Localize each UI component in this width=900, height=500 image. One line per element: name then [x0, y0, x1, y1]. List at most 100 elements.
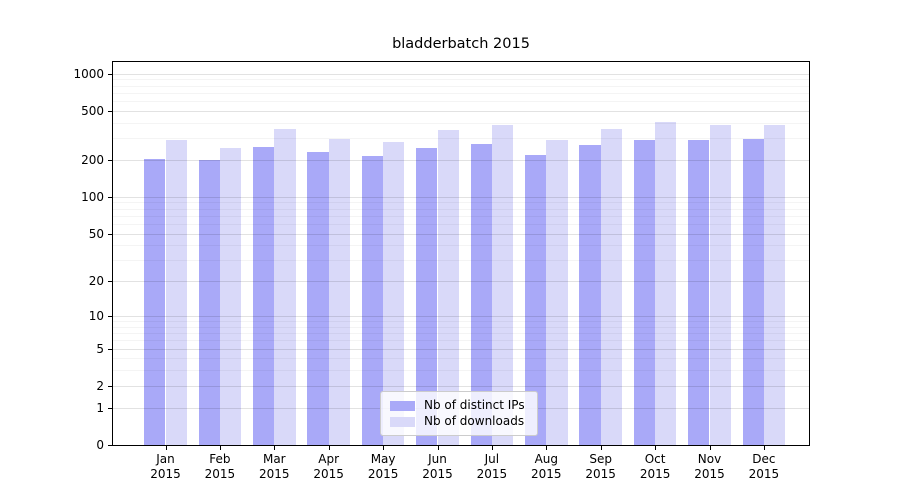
y-tick-label-100: 100 [81, 189, 104, 204]
bar-nb-of-downloads-sep-2015 [600, 129, 623, 445]
legend-item-nb-of-downloads: Nb of downloads [390, 414, 525, 429]
gridline-60 [113, 223, 809, 225]
gridline-90 [113, 202, 809, 204]
y-tick-mark-20 [108, 281, 112, 283]
gridline-5 [113, 348, 809, 350]
gridline-3 [113, 370, 809, 372]
y-tick-label-200: 200 [81, 152, 104, 167]
x-tick-label-nov-2015: Nov 2015 [694, 452, 725, 481]
gridline-200 [113, 159, 809, 161]
y-tick-mark-5 [108, 348, 112, 350]
gridline-500 [113, 110, 809, 112]
y-tick-label-2: 2 [96, 378, 104, 393]
y-tick-mark-1 [108, 407, 112, 409]
x-tick-mark-oct-2015 [655, 446, 657, 450]
bar-nb-of-downloads-nov-2015 [709, 124, 731, 445]
y-tick-label-0: 0 [96, 438, 104, 452]
bar-nb-of-downloads-may-2015 [383, 142, 405, 445]
x-tick-label-jun-2015: Jun 2015 [422, 452, 453, 481]
x-tick-label-sep-2015: Sep 2015 [585, 452, 616, 481]
x-tick-mark-aug-2015 [546, 446, 548, 450]
x-tick-label-mar-2015: Mar 2015 [259, 452, 290, 481]
bar-nb-of-distinct-ips-jan-2015 [144, 159, 166, 445]
gridline-6 [113, 340, 809, 342]
bar-nb-of-distinct-ips-aug-2015 [524, 154, 547, 445]
y-tick-label-500: 500 [81, 103, 104, 118]
x-tick-label-may-2015: May 2015 [367, 452, 399, 481]
legend-label: Nb of distinct IPs [424, 398, 525, 412]
x-tick-label-dec-2015: Dec 2015 [748, 452, 780, 481]
bar-nb-of-distinct-ips-jun-2015 [416, 147, 438, 445]
bar-nb-of-distinct-ips-nov-2015 [688, 139, 710, 445]
gridline-300 [113, 138, 809, 140]
y-tick-mark-100 [108, 196, 112, 198]
plot-area [112, 61, 810, 446]
x-tick-label-oct-2015: Oct 2015 [639, 452, 671, 481]
bar-nb-of-downloads-jan-2015 [165, 140, 187, 445]
bar-nb-of-distinct-ips-sep-2015 [579, 145, 601, 445]
bar-nb-of-distinct-ips-jul-2015 [470, 144, 492, 445]
bar-nb-of-distinct-ips-dec-2015 [742, 138, 764, 445]
bar-nb-of-downloads-jul-2015 [491, 124, 514, 445]
x-tick-label-jul-2015: Jul 2015 [476, 452, 508, 481]
gridline-1000 [113, 73, 809, 75]
x-tick-mark-jan-2015 [165, 446, 167, 450]
bar-nb-of-downloads-apr-2015 [328, 138, 351, 445]
gridline-30 [113, 260, 809, 262]
y-tick-mark-2 [108, 385, 112, 387]
chart-title: bladderbatch 2015 [392, 36, 530, 52]
bar-nb-of-distinct-ips-apr-2015 [307, 151, 329, 445]
bar-nb-of-downloads-jun-2015 [437, 129, 459, 445]
legend: Nb of distinct IPs Nb of downloads [380, 391, 538, 436]
legend-swatch-icon [390, 416, 415, 427]
y-tick-label-5: 5 [96, 341, 104, 356]
gridline-8 [113, 326, 809, 328]
x-tick-mark-dec-2015 [763, 446, 765, 450]
y-tick-mark-200 [108, 159, 112, 161]
gridline-40 [113, 245, 809, 247]
bar-nb-of-downloads-feb-2015 [219, 147, 242, 445]
y-tick-mark-1000 [108, 73, 112, 75]
x-tick-mark-may-2015 [383, 446, 385, 450]
x-tick-mark-sep-2015 [600, 446, 602, 450]
bar-nb-of-downloads-oct-2015 [655, 122, 677, 445]
gridline-900 [113, 79, 809, 81]
y-tick-label-10: 10 [88, 309, 104, 324]
y-tick-label-20: 20 [88, 274, 104, 289]
x-tick-mark-apr-2015 [328, 446, 330, 450]
bar-nb-of-distinct-ips-feb-2015 [198, 160, 220, 445]
bar-nb-of-downloads-mar-2015 [274, 129, 296, 445]
x-tick-label-apr-2015: Apr 2015 [313, 452, 344, 481]
gridline-2 [113, 385, 809, 387]
x-tick-label-jan-2015: Jan 2015 [150, 452, 181, 481]
y-tick-mark-10 [108, 316, 112, 318]
y-tick-mark-50 [108, 233, 112, 235]
bar-nb-of-distinct-ips-mar-2015 [252, 147, 275, 445]
gridline-600 [113, 100, 809, 102]
y-tick-label-50: 50 [88, 226, 104, 241]
legend-item-nb-of-distinct-ips: Nb of distinct IPs [390, 398, 525, 413]
bar-nb-of-downloads-dec-2015 [763, 124, 786, 445]
gridline-20 [113, 281, 809, 283]
bar-nb-of-downloads-aug-2015 [546, 140, 568, 445]
x-tick-mark-nov-2015 [709, 446, 711, 450]
gridline-4 [113, 358, 809, 360]
legend-label: Nb of downloads [424, 414, 525, 428]
y-tick-mark-500 [108, 110, 112, 112]
legend-swatch-icon [390, 400, 415, 411]
x-tick-label-aug-2015: Aug 2015 [531, 452, 562, 481]
gridline-400 [113, 122, 809, 124]
gridline-9 [113, 321, 809, 323]
gridline-50 [113, 233, 809, 235]
gridline-70 [113, 215, 809, 217]
x-tick-mark-feb-2015 [219, 446, 221, 450]
x-tick-mark-jun-2015 [437, 446, 439, 450]
y-tick-label-1000: 1000 [73, 66, 104, 81]
gridline-100 [113, 196, 809, 198]
gridline-700 [113, 92, 809, 94]
x-tick-mark-mar-2015 [274, 446, 276, 450]
y-tick-label-1: 1 [96, 400, 104, 415]
gridline-7 [113, 333, 809, 335]
x-tick-label-feb-2015: Feb 2015 [204, 452, 236, 481]
